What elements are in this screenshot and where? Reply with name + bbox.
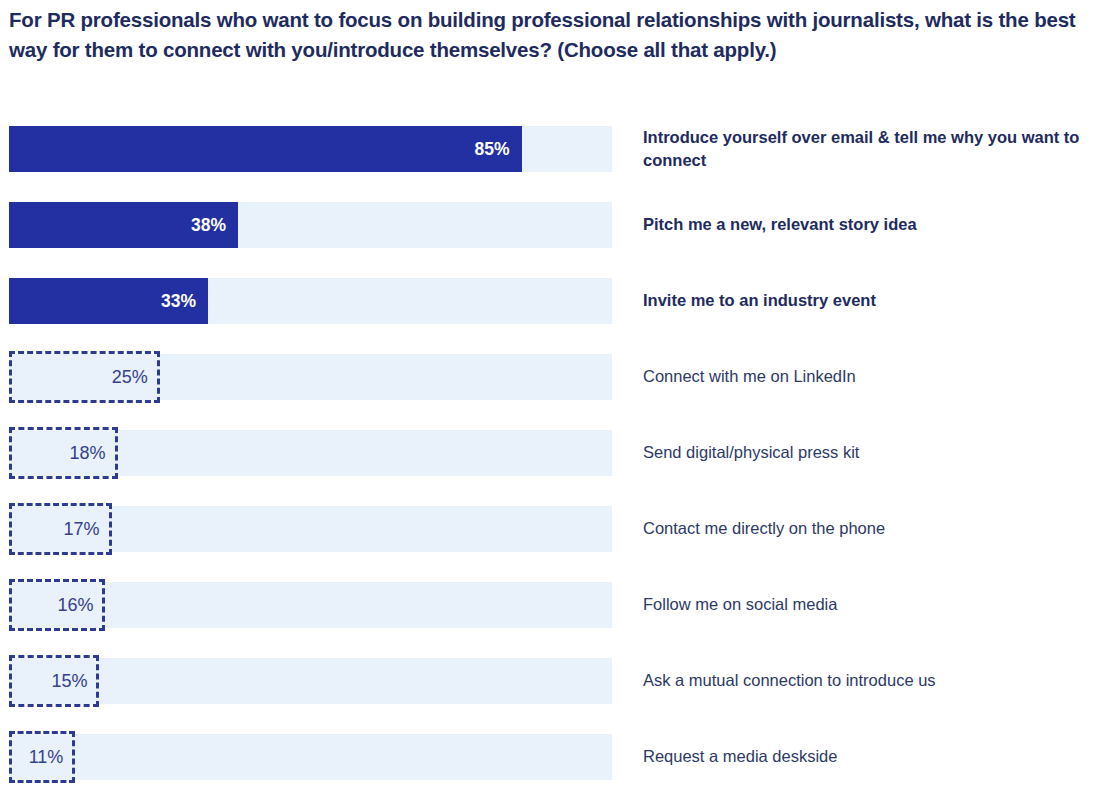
category-label: Pitch me a new, relevant story idea bbox=[643, 213, 1095, 236]
bar-value-label: 16% bbox=[57, 595, 93, 616]
bar-38pct: 38% bbox=[9, 202, 238, 248]
bar-value-label: 17% bbox=[63, 519, 99, 540]
chart-row: 38% Pitch me a new, relevant story idea bbox=[9, 202, 1104, 248]
bar-value-label: 11% bbox=[29, 747, 64, 768]
bar-track: 33% bbox=[9, 278, 612, 324]
bar-value-label: 85% bbox=[475, 139, 510, 160]
chart-row: 85% Introduce yourself over email & tell… bbox=[9, 126, 1104, 172]
bar-18pct: 18% bbox=[9, 427, 118, 479]
bar-33pct: 33% bbox=[9, 278, 208, 324]
bar-track: 15% bbox=[9, 658, 612, 704]
chart-row: 18% Send digital/physical press kit bbox=[9, 430, 1104, 476]
chart-row: 33% Invite me to an industry event bbox=[9, 278, 1104, 324]
category-label: Invite me to an industry event bbox=[643, 289, 1095, 312]
bar-16pct: 16% bbox=[9, 579, 105, 631]
bar-25pct: 25% bbox=[9, 351, 160, 403]
chart-row: 11% Request a media deskside bbox=[9, 734, 1104, 780]
bar-track: 11% bbox=[9, 734, 612, 780]
bar-track: 17% bbox=[9, 506, 612, 552]
bar-value-label: 25% bbox=[112, 367, 148, 388]
bar-value-label: 33% bbox=[161, 291, 196, 312]
chart-row: 17% Contact me directly on the phone bbox=[9, 506, 1104, 552]
bar-track: 25% bbox=[9, 354, 612, 400]
chart-row: 16% Follow me on social media bbox=[9, 582, 1104, 628]
bar-value-label: 18% bbox=[70, 443, 106, 464]
bar-track: 18% bbox=[9, 430, 612, 476]
bar-17pct: 17% bbox=[9, 503, 112, 555]
bar-track: 16% bbox=[9, 582, 612, 628]
category-label: Send digital/physical press kit bbox=[643, 441, 1095, 464]
bar-85pct: 85% bbox=[9, 126, 522, 172]
category-label: Request a media deskside bbox=[643, 745, 1095, 768]
category-label: Connect with me on LinkedIn bbox=[643, 365, 1095, 388]
chart-rows: 85% Introduce yourself over email & tell… bbox=[9, 126, 1104, 780]
category-label: Contact me directly on the phone bbox=[643, 517, 1095, 540]
category-label: Ask a mutual connection to introduce us bbox=[643, 669, 1095, 692]
bar-15pct: 15% bbox=[9, 655, 99, 707]
category-label: Follow me on social media bbox=[643, 593, 1095, 616]
chart-row: 25% Connect with me on LinkedIn bbox=[9, 354, 1104, 400]
bar-chart: 85% Introduce yourself over email & tell… bbox=[9, 126, 1104, 786]
bar-value-label: 15% bbox=[51, 671, 87, 692]
chart-row: 15% Ask a mutual connection to introduce… bbox=[9, 658, 1104, 704]
bar-11pct: 11% bbox=[9, 731, 75, 783]
chart-question-title: For PR professionals who want to focus o… bbox=[9, 5, 1097, 65]
bar-track: 38% bbox=[9, 202, 612, 248]
category-label: Introduce yourself over email & tell me … bbox=[643, 126, 1095, 172]
bar-track: 85% bbox=[9, 126, 612, 172]
bar-value-label: 38% bbox=[191, 215, 226, 236]
